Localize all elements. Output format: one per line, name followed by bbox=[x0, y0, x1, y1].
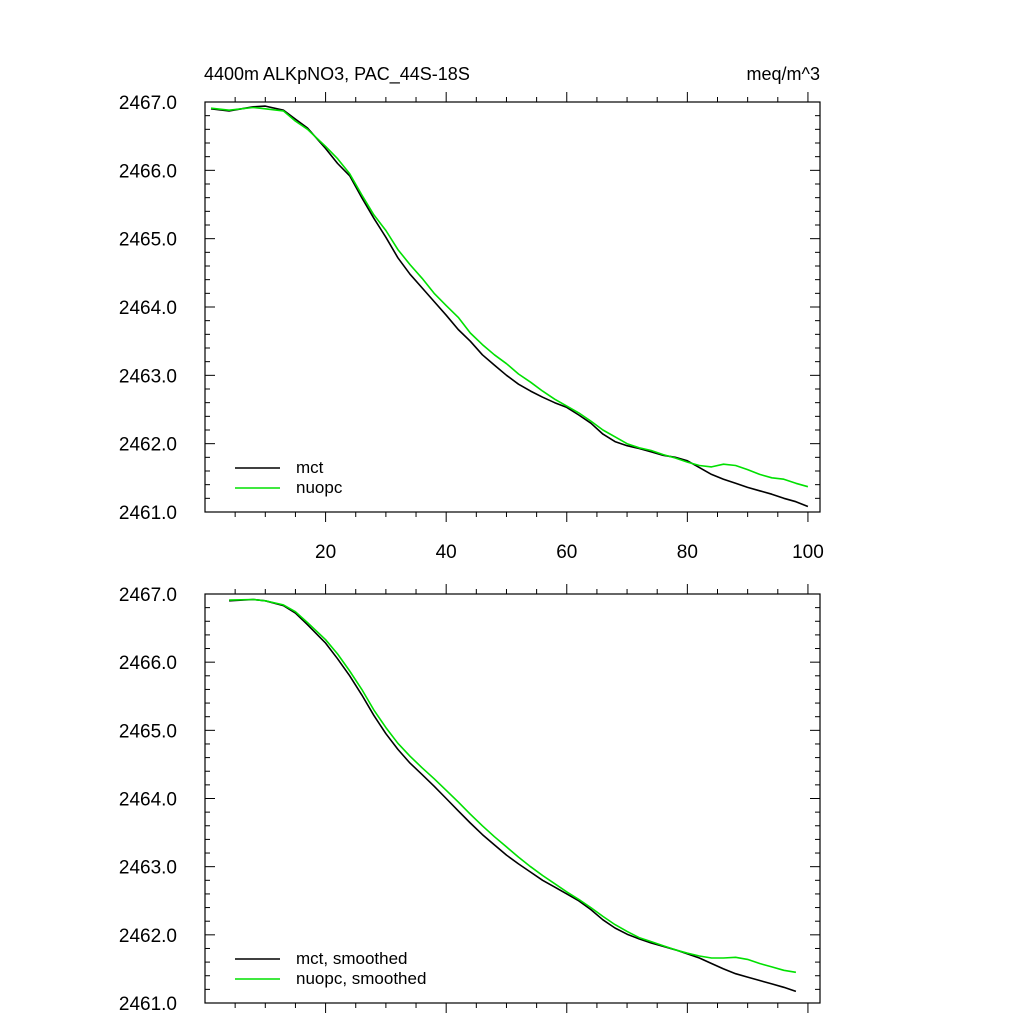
legend-label: nuopc bbox=[296, 478, 343, 497]
x-tick-label: 40 bbox=[436, 542, 457, 563]
legend-label: mct bbox=[296, 458, 324, 477]
series-line-mct-smoothed bbox=[229, 598, 797, 993]
legend-label: nuopc, smoothed bbox=[296, 969, 426, 988]
y-tick-label: 2467.0 bbox=[119, 93, 177, 114]
series-line-mct bbox=[210, 105, 809, 508]
y-tick-label: 2461.0 bbox=[119, 994, 177, 1015]
x-tick-label: 60 bbox=[556, 542, 577, 563]
series-line-nuopc-smoothed bbox=[229, 598, 797, 974]
y-tick-label: 2464.0 bbox=[119, 298, 177, 319]
series-line-nuopc bbox=[210, 106, 809, 488]
y-tick-label: 2462.0 bbox=[119, 435, 177, 456]
y-tick-label: 2467.0 bbox=[119, 585, 177, 606]
x-tick-label: 80 bbox=[677, 542, 698, 563]
y-tick-label: 2466.0 bbox=[119, 653, 177, 674]
panel1-title-right: meq/m^3 bbox=[747, 64, 820, 84]
x-tick-label: 100 bbox=[792, 542, 824, 563]
y-tick-label: 2463.0 bbox=[119, 366, 177, 387]
panel1-title-left: 4400m ALKpNO3, PAC_44S-18S bbox=[204, 64, 470, 85]
legend-label: mct, smoothed bbox=[296, 949, 408, 968]
panel-2: 2461.0 2462.0 2463.0 2464.0 2465.0 2466.0 2467… bbox=[119, 584, 821, 1015]
x-tick-label: 20 bbox=[315, 542, 336, 563]
y-tick-label: 2466.0 bbox=[119, 161, 177, 182]
y-tick-label: 2465.0 bbox=[119, 230, 177, 251]
panel-1: 2461.0 2462.0 2463.0 2464.0 2465.0 2466.0 2467… bbox=[119, 92, 824, 563]
y-tick-label: 2463.0 bbox=[119, 858, 177, 879]
y-tick-label: 2465.0 bbox=[119, 721, 177, 742]
y-tick-label: 2464.0 bbox=[119, 790, 177, 811]
y-tick-label: 2461.0 bbox=[119, 503, 177, 524]
y-tick-label: 2462.0 bbox=[119, 926, 177, 947]
